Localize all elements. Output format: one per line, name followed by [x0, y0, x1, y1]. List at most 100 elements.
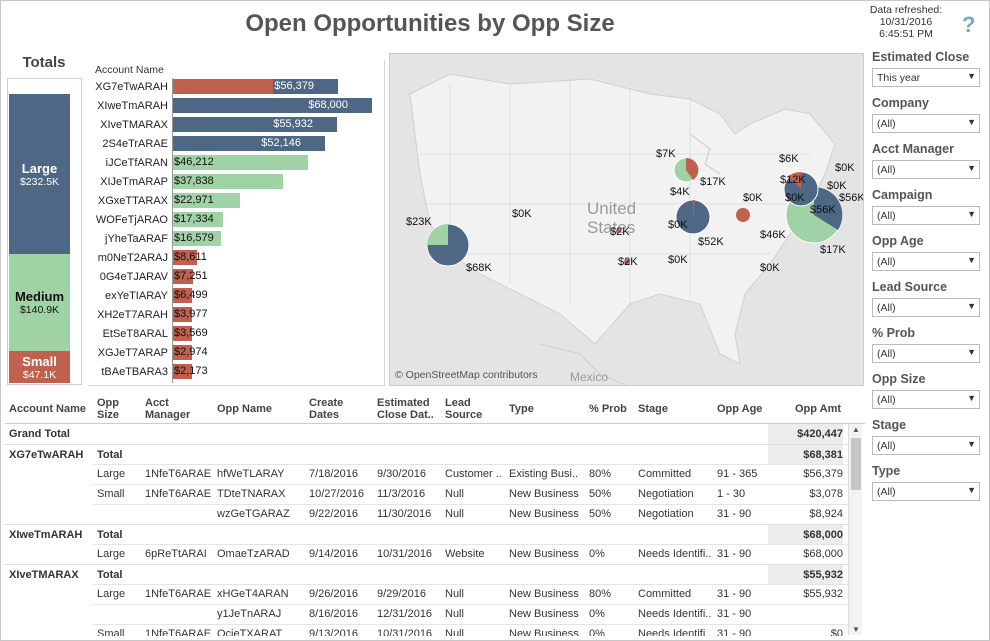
account-bar[interactable] [172, 212, 223, 227]
col-account[interactable]: Account Name [9, 403, 87, 415]
cell-prob: 50% [589, 488, 612, 500]
col-acct-manager[interactable]: Acct Manager [145, 397, 190, 421]
col-type[interactable]: Type [509, 403, 534, 415]
filter-dropdown[interactable]: (All) ▼ [872, 390, 980, 409]
filter-label: Campaign [872, 188, 933, 202]
col-close-date[interactable]: Estimated Close Dat.. [377, 397, 434, 421]
account-bar-row[interactable]: 0G4eTJARAV $7,251 [88, 268, 383, 287]
col-create-dates[interactable]: Create Dates [309, 397, 343, 421]
account-bar[interactable] [172, 117, 337, 132]
account-name: XG7eTwARAH [95, 81, 168, 93]
table-row[interactable]: y1JeTnARAJ 8/16/2016 12/31/2016 Null New Bus… [5, 604, 848, 624]
marker-northeast[interactable] [785, 186, 843, 244]
account-bar-row[interactable]: iJCeTfARAN $46,212 [88, 154, 383, 173]
col-stage[interactable]: Stage [638, 403, 668, 415]
filter-dropdown[interactable]: This year ▼ [872, 68, 980, 87]
filter-dropdown[interactable]: (All) ▼ [872, 344, 980, 363]
account-bar-row[interactable]: XIveTMARAX $55,932 [88, 116, 383, 135]
marker-kansas[interactable] [624, 259, 630, 265]
chevron-down-icon[interactable]: ▼ [967, 117, 976, 127]
table-row[interactable]: wzGeTGARAZ 9/22/2016 11/30/2016 Null New Bus… [5, 504, 848, 524]
account-bar[interactable] [172, 345, 192, 360]
marker-ohio[interactable] [736, 208, 750, 222]
col-prob[interactable]: % Prob [589, 403, 627, 415]
account-bar[interactable] [172, 231, 221, 246]
account-bar[interactable] [172, 174, 283, 189]
account-bar[interactable] [172, 193, 240, 208]
totals-segment-medium[interactable]: Medium $140.9K [9, 254, 70, 351]
marker-ny[interactable] [783, 171, 819, 207]
col-opp-age[interactable]: Opp Age [717, 403, 763, 415]
account-bar-row[interactable]: jYheTaARAF $16,579 [88, 230, 383, 249]
table-row[interactable]: Small 1NfeT6ARAE TDteTNARAX 10/27/2016 11/3/… [5, 484, 848, 504]
account-bar-row[interactable]: XGJeT7ARAP $2,974 [88, 344, 383, 363]
table-total-row[interactable]: XIweTmARAH Total $68,000 [5, 524, 848, 545]
scroll-thumb[interactable] [851, 438, 861, 490]
chevron-down-icon[interactable]: ▼ [967, 255, 976, 265]
account-bar[interactable] [172, 250, 197, 265]
filter-dropdown[interactable]: (All) ▼ [872, 436, 980, 455]
account-bar-small-part[interactable] [172, 79, 273, 94]
chevron-down-icon[interactable]: ▼ [967, 439, 976, 449]
account-bar[interactable] [172, 326, 192, 341]
account-bar[interactable] [172, 269, 193, 284]
filter-dropdown[interactable]: (All) ▼ [872, 482, 980, 501]
account-bar-row[interactable]: XG7eTwARAH $56,379 [88, 78, 383, 97]
filter-dropdown[interactable]: (All) ▼ [872, 160, 980, 179]
account-bar-row[interactable]: tBAeTBARA3 $2,173 [88, 363, 383, 382]
map-watermark-united: United [587, 199, 637, 218]
table-row[interactable]: Large 6pReTtARAI OmaeTzARAD 9/14/2016 10/31/… [5, 544, 848, 564]
account-bar[interactable] [172, 288, 192, 303]
table-row[interactable]: Small 1NfeT6ARAE OcjeTXARAT 9/13/2016 10/31/… [5, 624, 848, 636]
table-row[interactable]: Large 1NfeT6ARAE hfWeTLARAY 7/18/2016 9/30/2… [5, 464, 848, 484]
filter-dropdown[interactable]: (All) ▼ [872, 206, 980, 225]
account-bar-row[interactable]: XH2eT7ARAH $3,977 [88, 306, 383, 325]
chevron-down-icon[interactable]: ▼ [967, 163, 976, 173]
cell-amt: $55,932 [768, 565, 843, 585]
filter-dropdown[interactable]: (All) ▼ [872, 114, 980, 133]
cell-prob: 0% [589, 608, 605, 620]
col-opp-name[interactable]: Opp Name [217, 403, 273, 415]
account-bar-row[interactable]: EtSeT8ARAL $3,569 [88, 325, 383, 344]
account-bar[interactable] [172, 155, 308, 170]
cell-prob: 50% [589, 508, 612, 520]
scroll-up-icon[interactable]: ▲ [852, 425, 860, 434]
marker-wisconsin[interactable] [673, 157, 699, 183]
help-icon[interactable]: ? [962, 12, 976, 37]
account-bar[interactable] [172, 307, 192, 322]
chevron-down-icon[interactable]: ▼ [967, 485, 976, 495]
filter-dropdown[interactable]: (All) ▼ [872, 252, 980, 271]
marker-west[interactable] [426, 223, 470, 267]
account-bar-row[interactable]: XIJeTmARAP $37,838 [88, 173, 383, 192]
chevron-down-icon[interactable]: ▼ [967, 347, 976, 357]
totals-segment-large[interactable]: Large $232.5K [9, 94, 70, 254]
account-bar[interactable] [172, 364, 192, 379]
col-lead-source[interactable]: Lead Source [445, 397, 482, 421]
table-total-row[interactable]: XIveTMARAX Total $55,932 [5, 564, 848, 585]
table-total-row[interactable]: XG7eTwARAH Total $68,381 [5, 444, 848, 465]
table-row[interactable]: Large 1NfeT6ARAE xHGeT4ARAN 9/26/2016 9/29/2… [5, 584, 848, 604]
chevron-down-icon[interactable]: ▼ [967, 393, 976, 403]
marker-nebraska[interactable] [616, 229, 620, 233]
marker-chicago[interactable] [675, 199, 711, 235]
map-credit[interactable]: © OpenStreetMap contributors [395, 369, 538, 381]
grand-total-row[interactable]: Grand Total $420,447 [5, 424, 848, 444]
account-bar-row[interactable]: m0NeT2ARAJ $8,611 [88, 249, 383, 268]
scroll-down-icon[interactable]: ▼ [852, 625, 860, 634]
table-scrollbar[interactable]: ▲ ▼ [848, 424, 862, 635]
account-bar-row[interactable]: XGxeTTARAX $22,971 [88, 192, 383, 211]
account-bar-row[interactable]: WOFeTjARAO $17,334 [88, 211, 383, 230]
col-opp-size[interactable]: Opp Size [97, 397, 119, 421]
account-bar-row[interactable]: exYeTIARAY $6,499 [88, 287, 383, 306]
account-bar-row[interactable]: 2S4eTrARAE $52,146 [88, 135, 383, 154]
col-opp-amt[interactable]: Opp Amt [795, 403, 842, 415]
chevron-down-icon[interactable]: ▼ [967, 301, 976, 311]
opportunity-map[interactable]: United States Mexico $23K $68K $0K $2K $… [389, 53, 864, 386]
account-bar[interactable] [172, 136, 325, 151]
chevron-down-icon[interactable]: ▼ [967, 71, 976, 81]
totals-segment-small[interactable]: Small $47.1K [9, 351, 70, 383]
account-bar-row[interactable]: XIweTmARAH $68,000 [88, 97, 383, 116]
chevron-down-icon[interactable]: ▼ [967, 209, 976, 219]
filter-dropdown[interactable]: (All) ▼ [872, 298, 980, 317]
account-bar[interactable] [172, 98, 372, 113]
